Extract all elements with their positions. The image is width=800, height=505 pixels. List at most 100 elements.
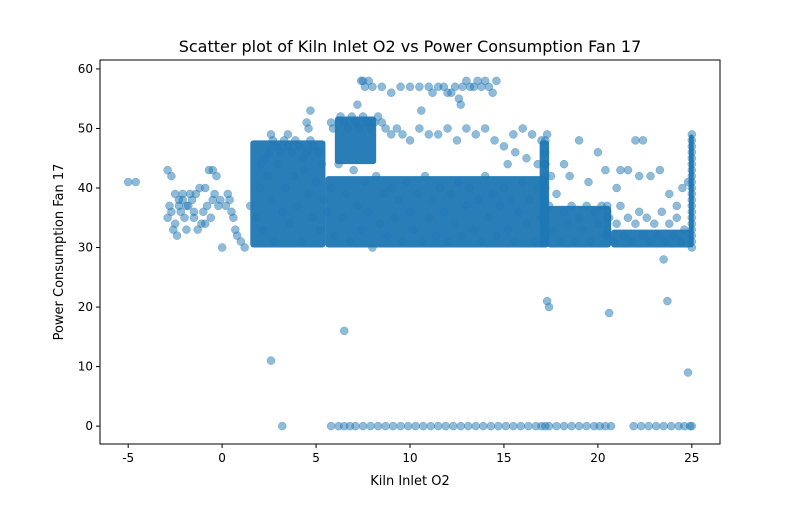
data-point (313, 148, 323, 157)
data-point (302, 148, 311, 157)
data-point (227, 207, 236, 217)
data-point (371, 171, 381, 181)
data-point (680, 225, 689, 234)
data-point (492, 231, 501, 240)
plot-area (123, 76, 697, 431)
data-point (428, 195, 437, 205)
data-point (604, 308, 614, 318)
data-point (646, 171, 655, 181)
data-point (405, 82, 415, 92)
data-point (167, 171, 176, 181)
data-point (629, 421, 638, 431)
data-point (255, 183, 264, 193)
data-point (687, 243, 697, 252)
data-point (396, 82, 405, 92)
data-point (386, 183, 396, 193)
data-point (659, 255, 668, 264)
data-point (131, 177, 140, 187)
data-point (516, 421, 526, 431)
data-point (490, 136, 499, 145)
data-point (443, 124, 452, 133)
data-point (306, 106, 315, 115)
data-point (373, 421, 383, 431)
data-point (507, 195, 516, 205)
x-tick-label: 0 (218, 451, 226, 465)
data-point (465, 183, 475, 193)
data-point (631, 136, 640, 145)
data-point (541, 183, 550, 193)
data-point (676, 237, 685, 246)
data-point (276, 148, 285, 157)
data-point (484, 213, 494, 223)
y-axis: 0 10 20 30 40 50 60 (78, 62, 100, 433)
data-point (296, 237, 306, 246)
x-tick-label: -5 (122, 451, 134, 465)
data-point (409, 225, 419, 234)
data-point (172, 231, 182, 240)
data-point (510, 237, 520, 246)
data-point (443, 237, 452, 246)
data-point (552, 189, 561, 199)
data-point (518, 177, 527, 187)
data-point (649, 219, 659, 228)
data-point (479, 421, 488, 431)
data-point (289, 171, 298, 181)
data-point (355, 124, 364, 133)
data-point (634, 207, 644, 217)
data-point (398, 237, 407, 246)
data-point (687, 421, 697, 431)
data-point (492, 76, 501, 86)
data-point (548, 225, 558, 234)
data-point (200, 219, 210, 228)
data-point (582, 421, 591, 431)
data-point (556, 237, 565, 246)
x-tick-label: 5 (312, 451, 320, 465)
data-point (533, 183, 543, 193)
data-point (170, 219, 180, 228)
data-point (366, 421, 375, 431)
data-point (208, 195, 217, 205)
data-point (541, 148, 550, 157)
data-point (383, 231, 392, 240)
data-point (277, 207, 287, 217)
data-point (567, 201, 576, 211)
data-point (199, 207, 208, 217)
data-point (206, 213, 216, 223)
data-point (353, 100, 362, 109)
data-point (541, 231, 550, 240)
data-point (418, 421, 428, 431)
data-point (501, 421, 511, 431)
data-point (544, 302, 554, 312)
data-point (471, 130, 481, 139)
data-point (432, 231, 441, 240)
data-point (488, 88, 497, 97)
data-point (638, 136, 648, 145)
data-point (593, 219, 603, 228)
y-tick-label: 20 (78, 300, 93, 314)
data-point (480, 124, 490, 133)
data-point (189, 207, 199, 217)
data-point (433, 130, 443, 139)
data-point (612, 219, 621, 228)
x-tick-label: 10 (402, 451, 417, 465)
y-tick-label: 10 (78, 360, 93, 374)
data-point (277, 421, 287, 431)
data-point (661, 237, 670, 246)
data-point (574, 213, 584, 223)
y-tick-label: 50 (78, 121, 93, 135)
data-point (167, 207, 176, 217)
data-point (559, 159, 569, 169)
data-point (627, 237, 636, 246)
data-point (392, 124, 402, 133)
data-point (223, 189, 233, 199)
data-point (524, 421, 533, 431)
data-point (612, 183, 621, 193)
data-point (606, 421, 616, 431)
data-point (381, 421, 390, 431)
data-point (448, 421, 458, 431)
data-point (644, 421, 653, 431)
data-point (503, 225, 512, 234)
data-point (433, 421, 443, 431)
data-point (178, 195, 187, 205)
data-point (330, 231, 340, 240)
